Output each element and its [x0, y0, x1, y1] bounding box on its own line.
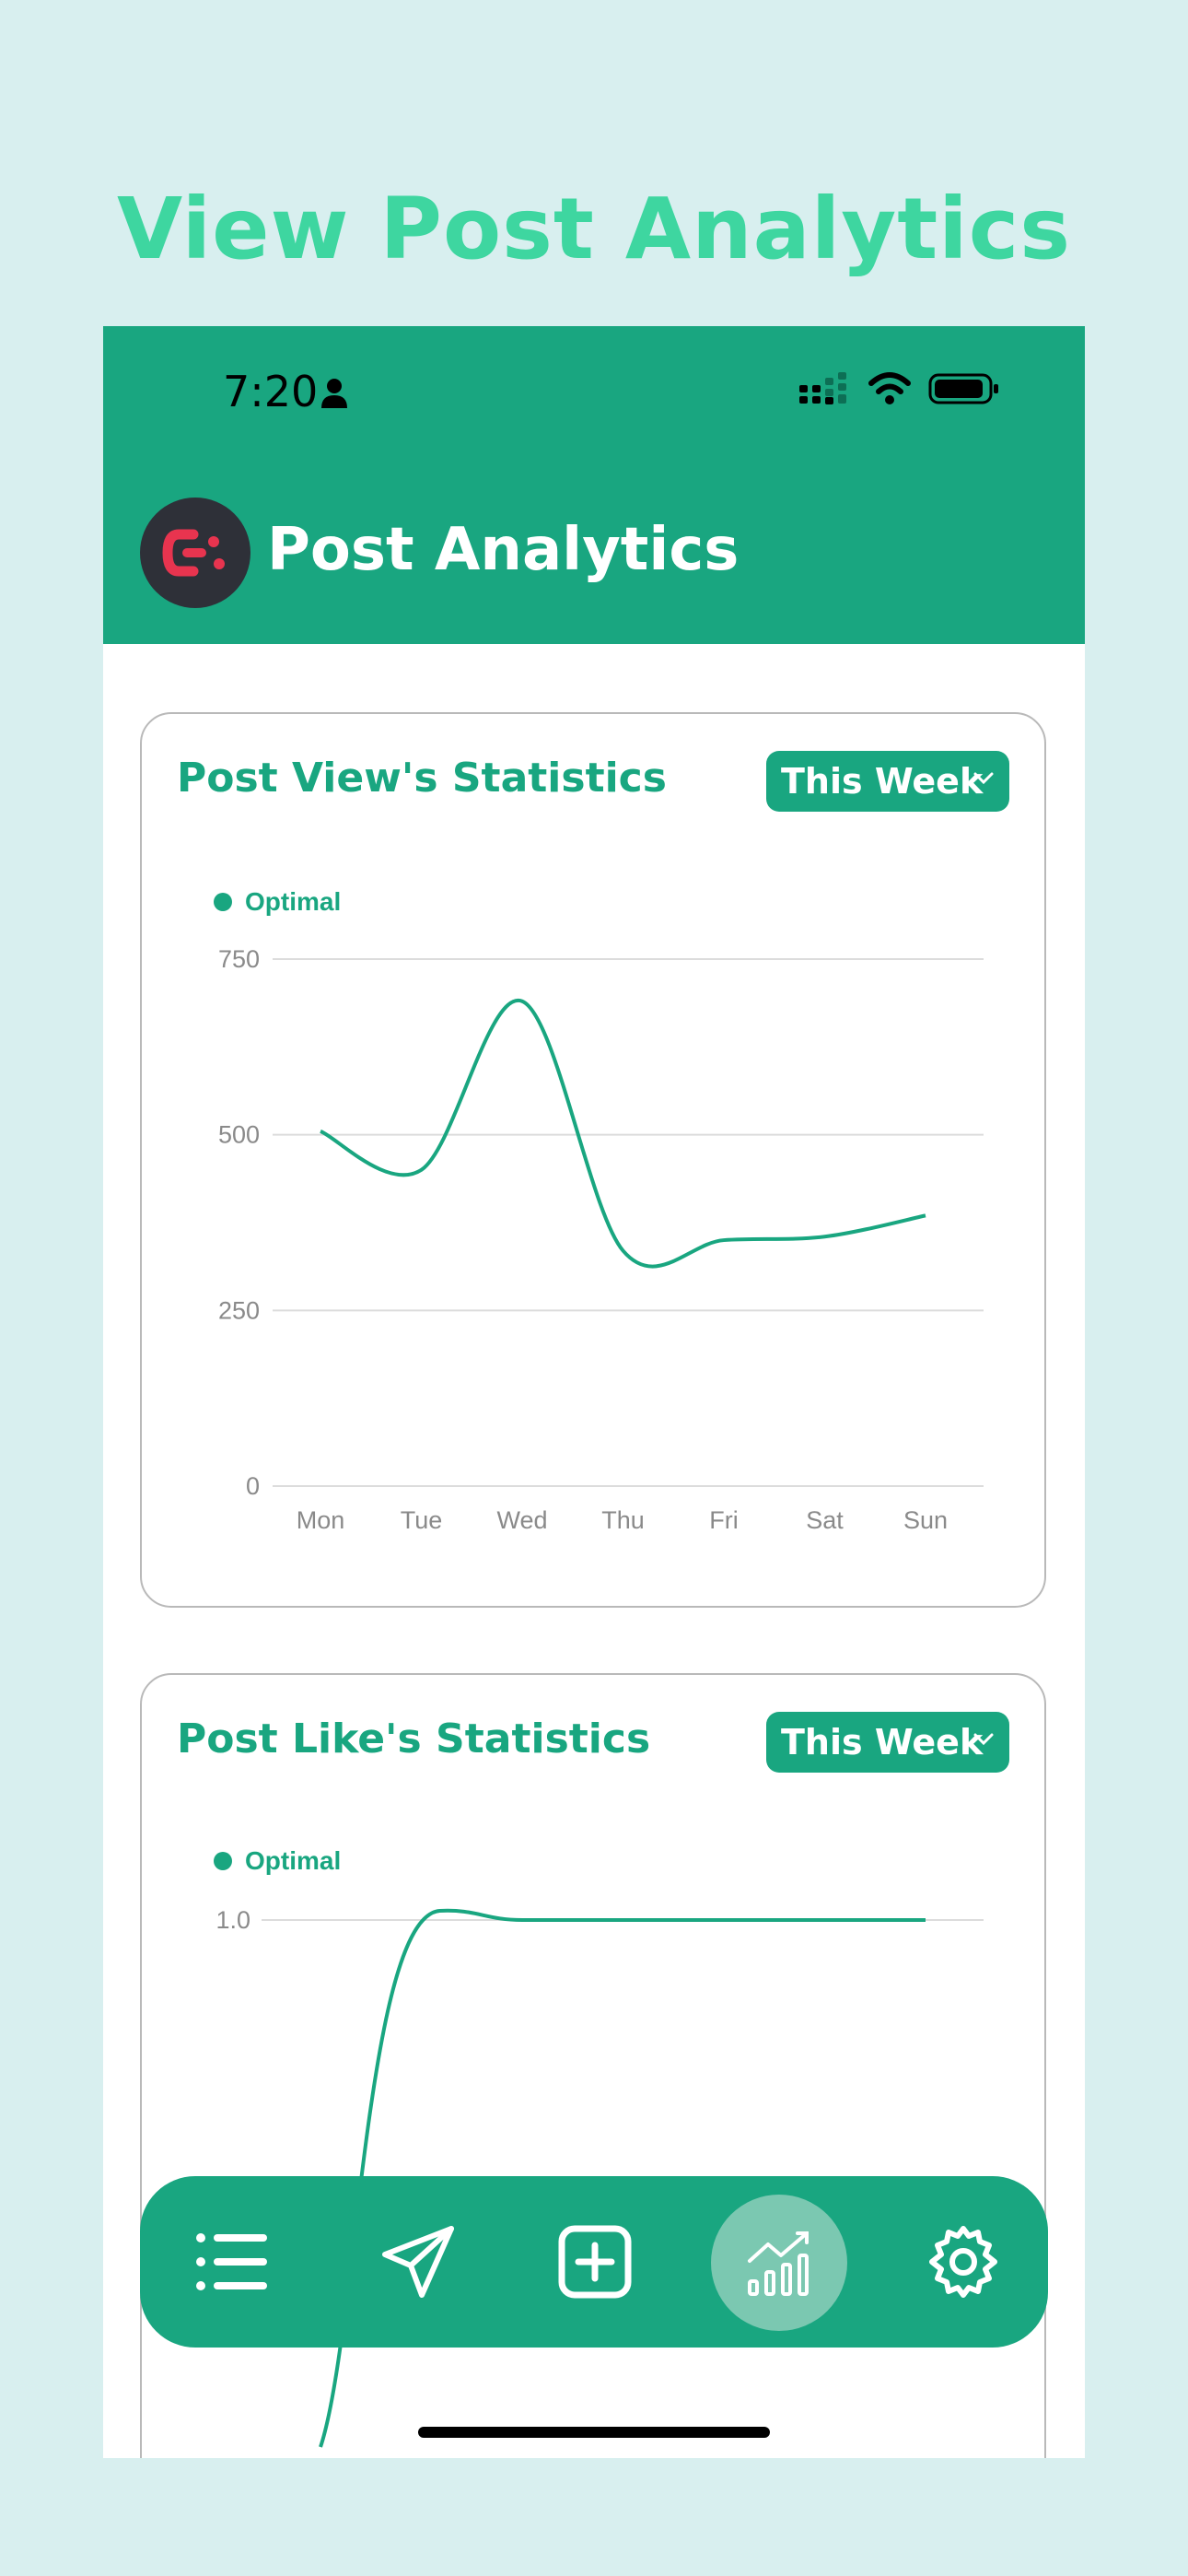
app-bar-title: Post Analytics — [267, 516, 740, 584]
app-bar: 7:20 — [103, 326, 1085, 644]
home-indicator — [418, 2427, 770, 2438]
nav-add-button[interactable] — [521, 2176, 669, 2348]
status-icons — [799, 372, 1000, 405]
send-icon — [382, 2226, 454, 2298]
nav-send-button[interactable] — [344, 2176, 492, 2348]
views-card: Post View's Statistics This Week Optimal… — [140, 712, 1046, 1608]
x-tick-label: Sat — [806, 1506, 844, 1534]
app-logo — [140, 498, 250, 608]
analytics-icon — [748, 2231, 809, 2296]
y-tick-label: 750 — [218, 945, 260, 973]
likes-card-title: Post Like's Statistics — [177, 1715, 651, 1762]
chevron-down-icon — [973, 772, 994, 785]
y-tick-label: 250 — [218, 1296, 260, 1324]
legend-dot — [214, 893, 232, 911]
logo-mark-icon — [162, 529, 225, 577]
views-legend: Optimal — [214, 887, 341, 917]
y-tick-label: 500 — [218, 1121, 260, 1149]
y-tick-label: 0 — [246, 1472, 260, 1500]
signal-icon — [799, 372, 846, 404]
likes-legend: Optimal — [214, 1846, 341, 1876]
settings-icon — [929, 2226, 997, 2298]
views-line-chart: 750 500 250 0 Mon Tue Wed Thu Fri Sat Sun — [218, 945, 984, 1534]
legend-label: Optimal — [245, 887, 342, 916]
likes-period-label: This Week — [781, 1722, 984, 1762]
phone-screen: 7:20 — [103, 326, 1085, 2458]
status-time: 7:20 — [223, 367, 319, 416]
views-card-title: Post View's Statistics — [177, 755, 667, 802]
chevron-down-icon — [973, 1733, 994, 1746]
bottom-nav — [140, 2176, 1048, 2348]
add-icon — [558, 2225, 632, 2299]
nav-list-button[interactable] — [158, 2176, 306, 2348]
legend-dot — [214, 1852, 232, 1870]
legend-label: Optimal — [245, 1846, 342, 1875]
wifi-icon — [868, 372, 911, 404]
x-tick-label: Fri — [709, 1506, 738, 1534]
x-tick-label: Mon — [297, 1506, 345, 1534]
series-line — [320, 999, 926, 1269]
views-period-label: This Week — [781, 761, 984, 802]
nav-settings-button[interactable] — [890, 2176, 1037, 2348]
person-icon — [321, 379, 347, 408]
likes-period-dropdown[interactable]: This Week — [766, 1712, 1009, 1773]
page-headline: View Post Analytics — [116, 180, 1072, 278]
list-icon — [196, 2233, 267, 2290]
x-tick-label: Thu — [601, 1506, 645, 1534]
x-tick-label: Tue — [401, 1506, 443, 1534]
x-tick-label: Wed — [496, 1506, 547, 1534]
y-tick-label: 1.0 — [215, 1906, 250, 1934]
views-period-dropdown[interactable]: This Week — [766, 751, 1009, 812]
x-tick-label: Sun — [903, 1506, 948, 1534]
battery-icon — [928, 373, 998, 404]
nav-analytics-button[interactable] — [711, 2195, 847, 2331]
